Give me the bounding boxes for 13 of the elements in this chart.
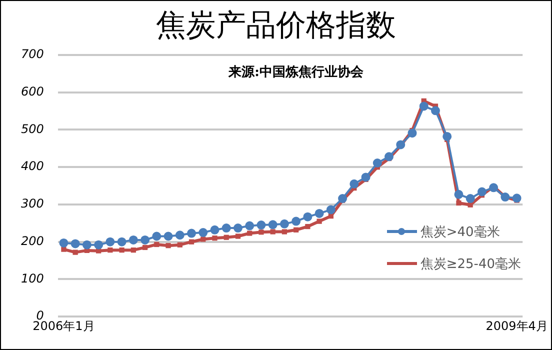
y-tick-label: 600	[21, 84, 44, 98]
y-tick-label: 500	[21, 122, 44, 136]
y-tick-label: 700	[21, 47, 44, 62]
legend-label: 焦炭≥25-40毫米	[420, 256, 521, 273]
y-tick-label: 300	[21, 196, 44, 211]
x-tick-label: 2006年1月	[32, 318, 95, 333]
y-tick-label: 100	[21, 271, 44, 286]
x-tick-label: 2009年4月	[486, 318, 548, 333]
y-tick-label: 400	[21, 159, 44, 174]
y-tick-label: 200	[21, 234, 44, 248]
legend-label: 焦炭>40毫米	[420, 224, 500, 241]
text: 来源:中国炼焦行业协会	[227, 64, 364, 81]
chart-title: 焦炭产品价格指数	[155, 7, 397, 45]
